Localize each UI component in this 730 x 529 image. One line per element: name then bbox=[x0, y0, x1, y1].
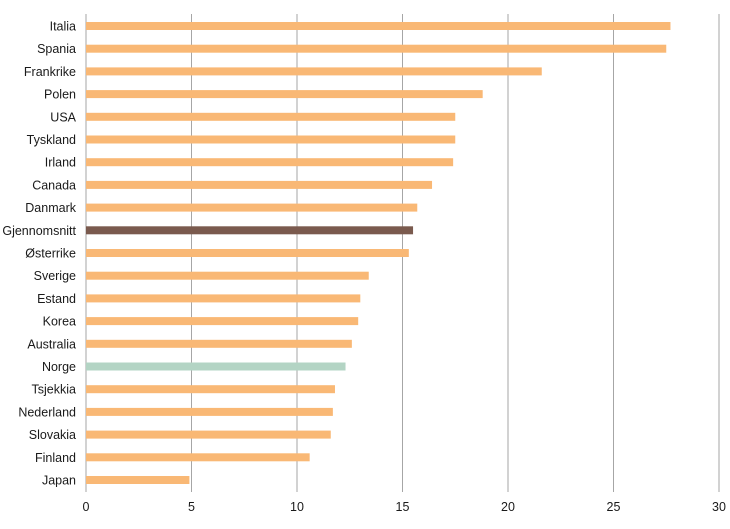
x-axis-tick-labels: 0 5 10 15 20 25 30 bbox=[83, 500, 726, 514]
bar-gjennomsnitt bbox=[86, 226, 414, 235]
x-tick-label: 10 bbox=[290, 500, 304, 514]
bar-østerrike bbox=[86, 249, 409, 257]
bar-italia bbox=[86, 22, 671, 30]
category-label: Slovakia bbox=[29, 428, 76, 442]
category-label: Finland bbox=[35, 451, 76, 465]
bar-usa bbox=[86, 112, 456, 121]
category-label: Canada bbox=[32, 178, 76, 192]
category-label: Østerrike bbox=[25, 247, 76, 261]
category-label: Tsjekkia bbox=[32, 383, 77, 397]
x-tick-label: 20 bbox=[501, 500, 515, 514]
category-label: Polen bbox=[44, 88, 76, 102]
category-label: USA bbox=[50, 110, 76, 124]
bars bbox=[86, 22, 671, 484]
bar-australia bbox=[86, 339, 352, 348]
x-tick-label: 5 bbox=[188, 500, 195, 514]
bar-korea bbox=[86, 317, 359, 326]
category-label: Australia bbox=[27, 337, 76, 351]
category-label: Spania bbox=[37, 42, 76, 56]
bar-polen bbox=[86, 90, 483, 99]
category-label: Irland bbox=[45, 156, 76, 170]
category-label: Gjennomsnitt bbox=[2, 224, 76, 238]
bar-japan bbox=[86, 476, 190, 484]
bar-tsjekkia bbox=[86, 385, 335, 394]
bar-estand bbox=[86, 294, 361, 303]
category-label: Korea bbox=[43, 315, 76, 329]
category-labels: Italia Spania Frankrike Polen USA Tyskland Irl… bbox=[2, 20, 76, 488]
bar-danmark bbox=[86, 203, 418, 212]
category-label: Sverige bbox=[34, 269, 76, 283]
bar-frankrike bbox=[86, 67, 542, 76]
x-tick-label: 15 bbox=[396, 500, 410, 514]
bar-finland bbox=[86, 453, 310, 462]
category-label: Danmark bbox=[25, 201, 76, 215]
category-label: Tyskland bbox=[27, 133, 76, 147]
bar-slovakia bbox=[86, 430, 331, 439]
bar-tyskland bbox=[86, 135, 456, 144]
bar-norge bbox=[86, 362, 346, 371]
bar-nederland bbox=[86, 407, 333, 416]
bar-canada bbox=[86, 180, 433, 189]
category-label: Estand bbox=[37, 292, 76, 306]
x-tick-label: 25 bbox=[607, 500, 621, 514]
category-label: Norge bbox=[42, 360, 76, 374]
bar-sverige bbox=[86, 271, 369, 280]
category-label: Japan bbox=[42, 474, 76, 488]
x-tick-label: 0 bbox=[83, 500, 90, 514]
category-label: Italia bbox=[50, 20, 76, 34]
category-label: Nederland bbox=[18, 405, 76, 419]
category-label: Frankrike bbox=[24, 65, 76, 79]
bar-irland bbox=[86, 158, 454, 167]
x-tick-label: 30 bbox=[712, 500, 726, 514]
bar-spania bbox=[86, 44, 667, 53]
